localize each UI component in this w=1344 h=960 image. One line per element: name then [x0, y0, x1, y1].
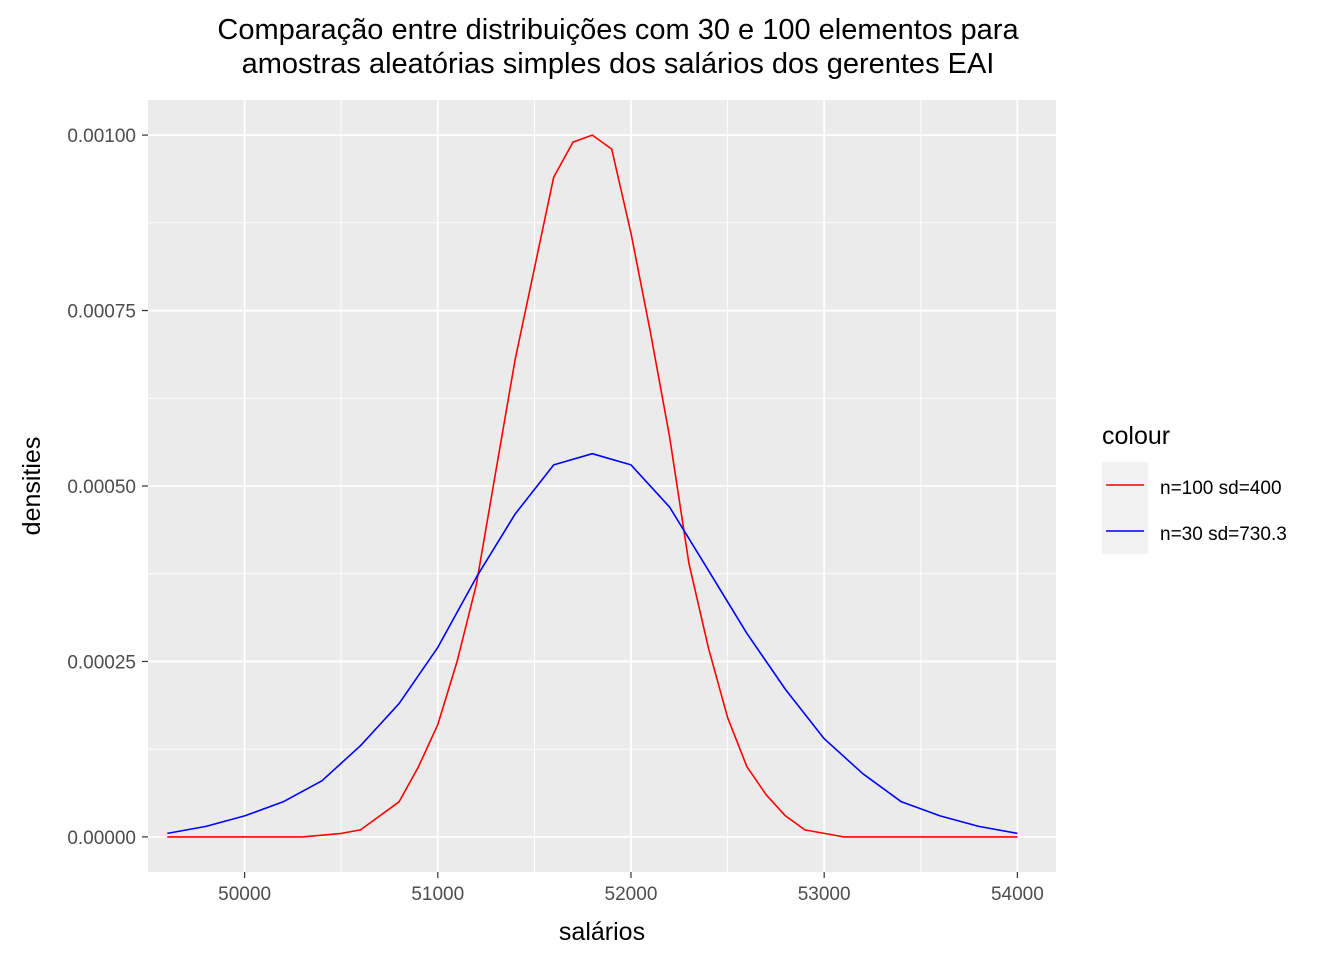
legend-key-background — [1102, 462, 1148, 554]
x-tick-label: 52000 — [605, 884, 658, 905]
y-tick-label: 0.00050 — [67, 477, 136, 498]
y-axis-ticks: 0.00000 0.00025 0.00050 0.00075 0.00100 — [67, 126, 148, 849]
series-lines — [167, 134, 1018, 838]
series-line-0 — [167, 134, 1018, 838]
legend: colour n=100 sd=400 n=30 sd=730.3 — [1102, 422, 1287, 554]
x-axis-ticks: 50000 51000 52000 53000 54000 — [218, 872, 1044, 905]
x-tick-label: 50000 — [218, 884, 271, 905]
x-axis-label: salários — [559, 918, 645, 946]
y-tick-label: 0.00000 — [67, 828, 136, 849]
y-tick-label: 0.00025 — [67, 652, 136, 673]
legend-label-n100: n=100 sd=400 — [1160, 478, 1282, 499]
y-axis-label: densities — [18, 437, 46, 536]
chart-title-line-2: amostras aleatórias simples dos salários… — [241, 48, 995, 80]
y-tick-label: 0.00075 — [67, 302, 136, 323]
chart-title-line-1: Comparação entre distribuições com 30 e … — [217, 14, 1019, 46]
y-tick-label: 0.00100 — [67, 126, 136, 147]
legend-label-n30: n=30 sd=730.3 — [1160, 524, 1287, 545]
series-line-1 — [167, 452, 1018, 835]
x-tick-label: 51000 — [411, 884, 464, 905]
legend-title: colour — [1102, 422, 1170, 450]
x-tick-label: 53000 — [798, 884, 851, 905]
x-tick-label: 54000 — [991, 884, 1044, 905]
